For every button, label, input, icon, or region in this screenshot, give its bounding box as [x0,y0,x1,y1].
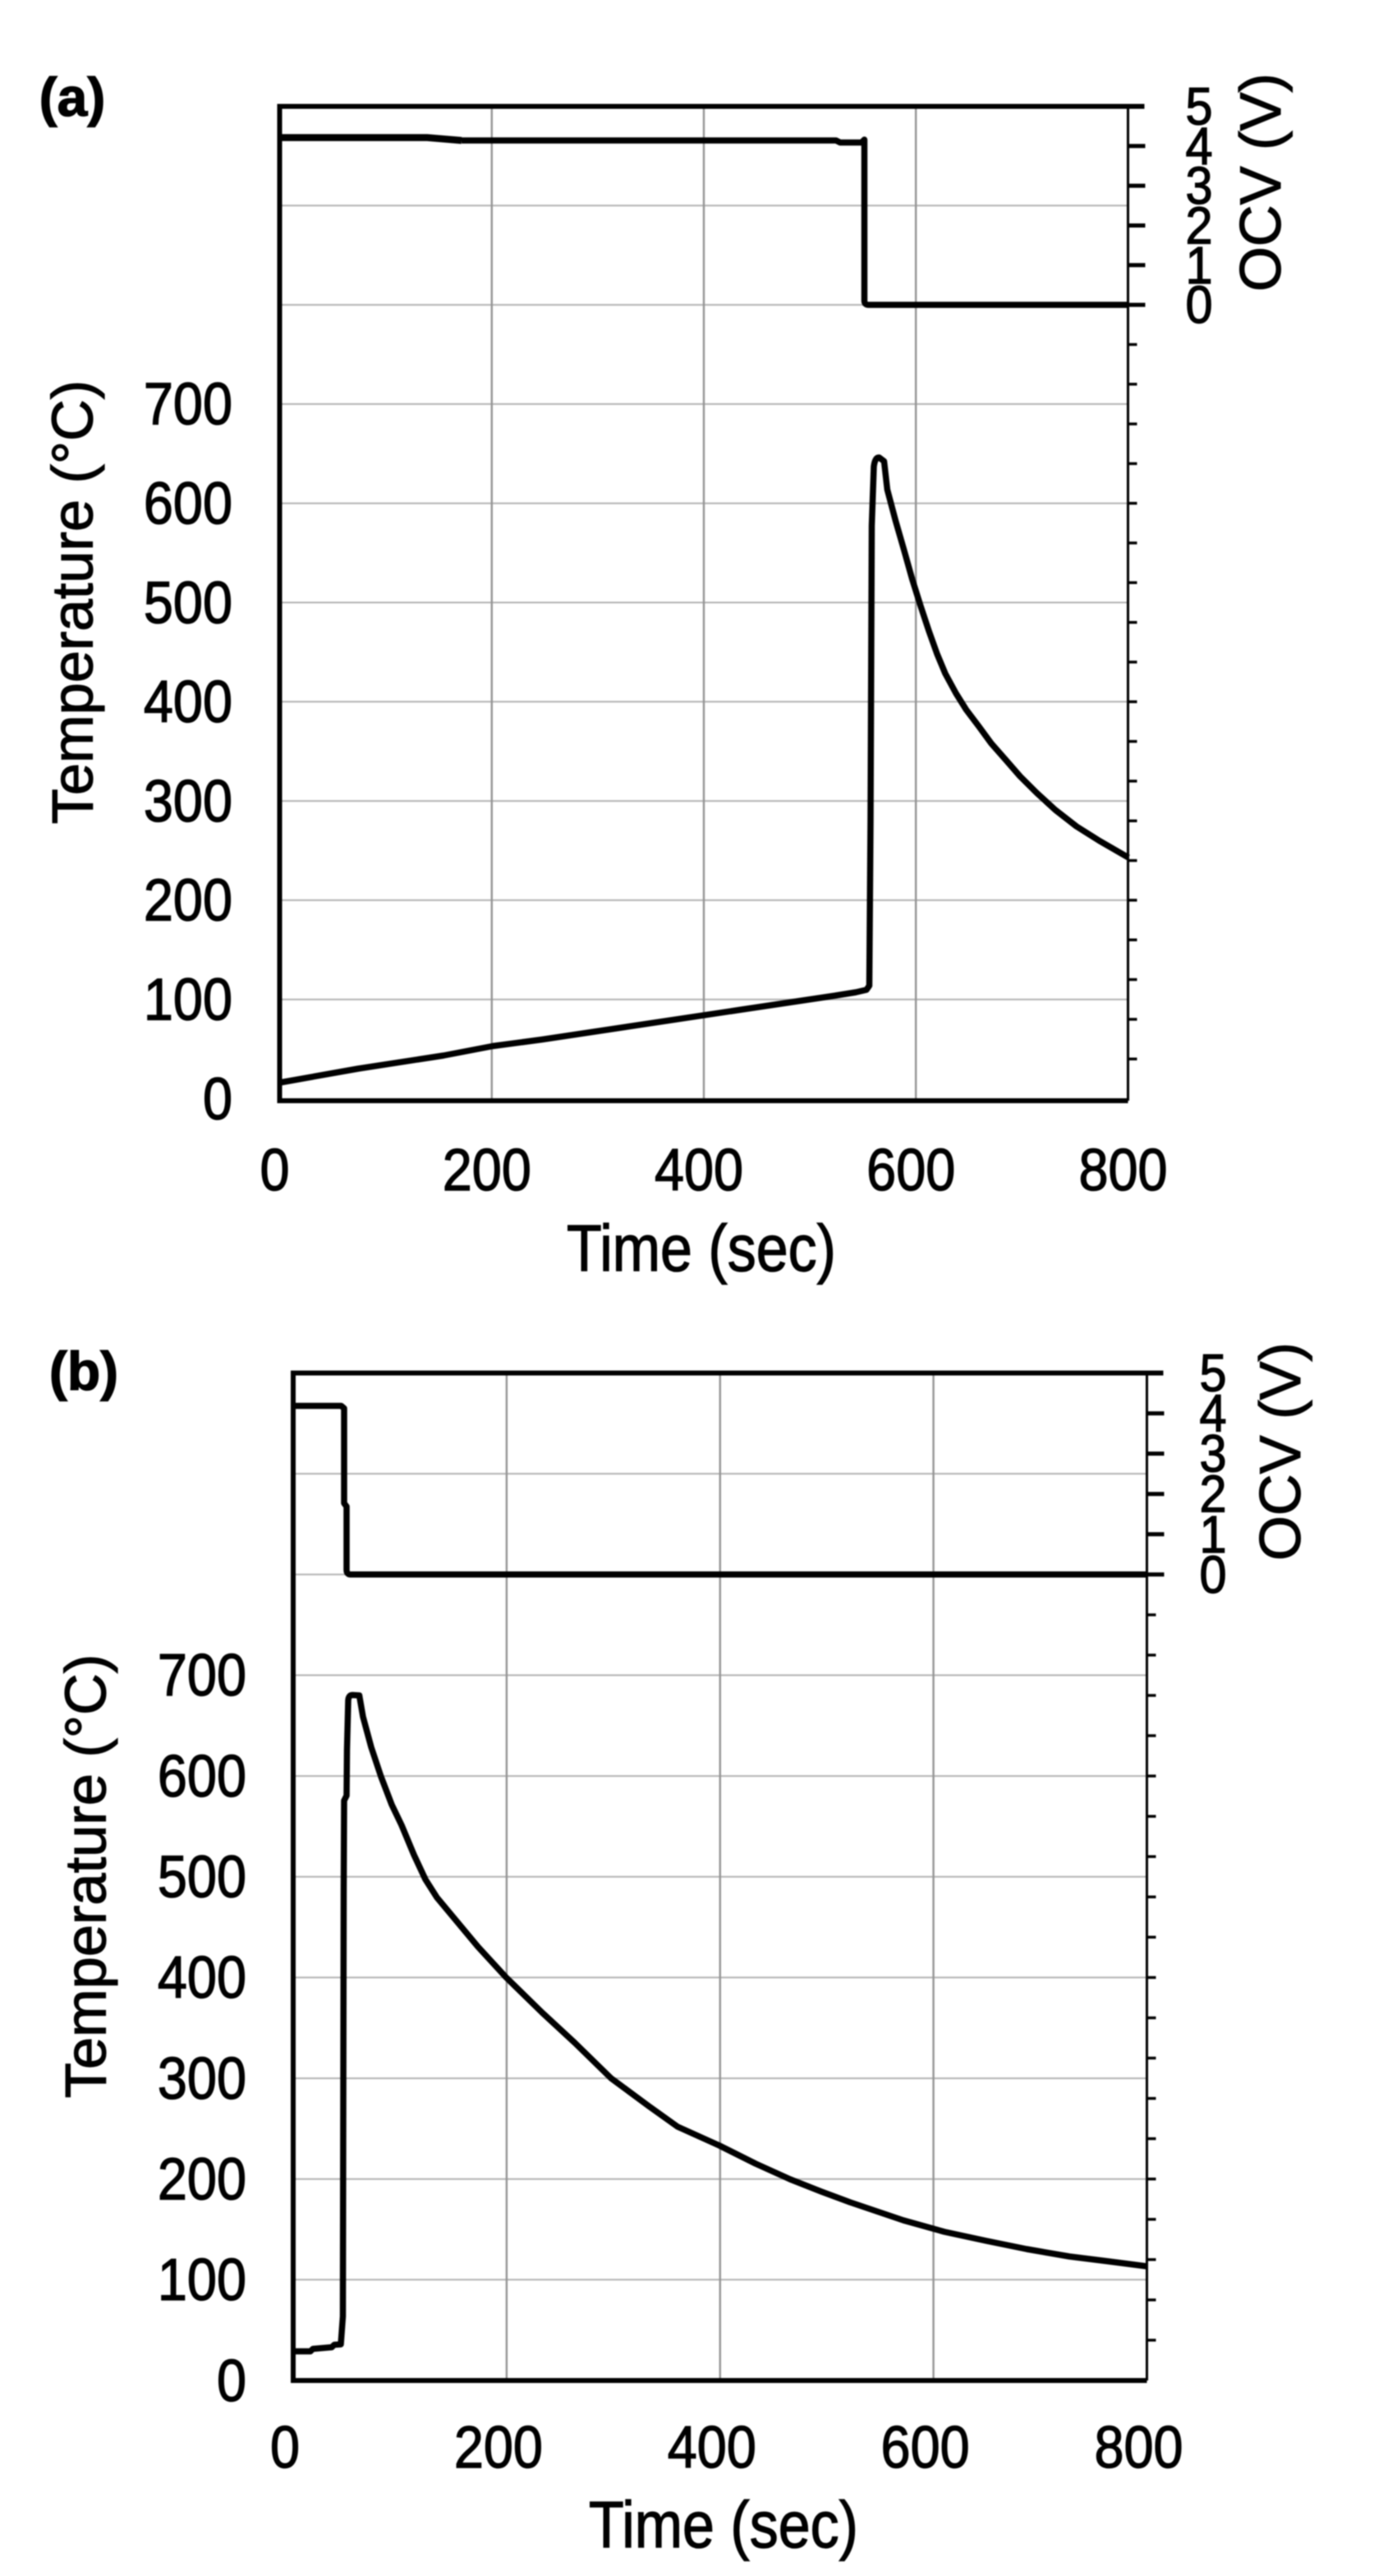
svg-text:Temperature (°C): Temperature (°C) [53,1654,118,2099]
svg-text:400: 400 [158,1944,246,2011]
svg-text:500: 500 [158,1843,246,1910]
svg-text:0: 0 [260,1137,289,1203]
svg-text:600: 600 [144,470,232,536]
svg-text:OCV (V): OCV (V) [1247,1342,1312,1561]
svg-text:3: 3 [1185,157,1212,215]
svg-text:700: 700 [158,1642,246,1709]
svg-text:(a): (a) [39,67,106,127]
svg-text:400: 400 [144,669,232,735]
svg-text:200: 200 [443,1137,531,1203]
svg-text:5: 5 [1199,1345,1226,1403]
svg-text:5: 5 [1185,78,1212,136]
svg-text:(b): (b) [49,1341,118,1401]
svg-text:0: 0 [1199,1546,1226,1604]
svg-text:600: 600 [866,1137,955,1203]
svg-text:800: 800 [1078,1137,1167,1203]
svg-text:200: 200 [144,867,232,934]
svg-text:Time (sec): Time (sec) [589,2488,858,2561]
svg-text:3: 3 [1199,1425,1226,1484]
svg-text:100: 100 [158,2247,246,2313]
svg-text:700: 700 [144,371,232,438]
svg-text:600: 600 [158,1743,246,1810]
svg-text:200: 200 [454,2414,543,2481]
svg-text:400: 400 [655,1137,743,1203]
svg-text:1: 1 [1199,1506,1226,1564]
svg-text:OCV (V): OCV (V) [1228,73,1293,292]
svg-text:1: 1 [1185,237,1212,295]
svg-text:0: 0 [203,1065,232,1132]
svg-text:2: 2 [1199,1465,1226,1524]
svg-text:500: 500 [144,569,232,636]
svg-text:0: 0 [217,2348,246,2414]
svg-text:200: 200 [158,2146,246,2212]
svg-text:300: 300 [158,2045,246,2112]
svg-text:Time (sec): Time (sec) [567,1212,836,1285]
svg-text:100: 100 [144,966,232,1033]
svg-text:800: 800 [1094,2414,1183,2481]
svg-text:Temperature (°C): Temperature (°C) [40,380,105,825]
svg-text:400: 400 [668,2414,756,2481]
svg-text:4: 4 [1185,117,1212,176]
svg-text:0: 0 [1185,276,1212,334]
svg-text:0: 0 [270,2414,300,2481]
svg-text:4: 4 [1199,1385,1226,1443]
svg-text:2: 2 [1185,197,1212,255]
svg-text:300: 300 [144,768,232,835]
svg-text:600: 600 [881,2414,970,2481]
